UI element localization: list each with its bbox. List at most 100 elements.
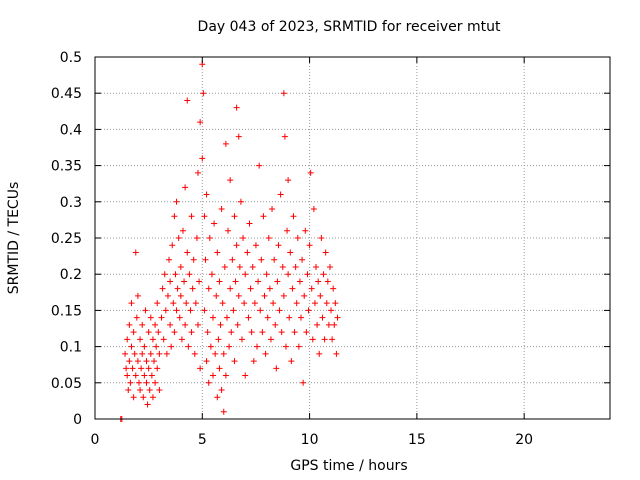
data-point xyxy=(305,307,312,314)
data-point xyxy=(300,379,307,386)
data-point xyxy=(285,177,292,184)
data-point xyxy=(315,278,322,285)
data-point xyxy=(316,350,323,357)
data-point xyxy=(205,379,212,386)
data-point xyxy=(139,350,146,357)
data-point xyxy=(275,242,282,249)
data-point xyxy=(294,235,301,241)
y-tick-label: 0.25 xyxy=(51,231,82,247)
data-point xyxy=(311,300,318,307)
data-point xyxy=(154,365,161,372)
data-point xyxy=(314,321,321,328)
data-point xyxy=(334,314,341,321)
data-point xyxy=(244,249,251,256)
data-point xyxy=(203,191,210,198)
data-point xyxy=(331,321,338,328)
data-point xyxy=(270,300,277,307)
data-point xyxy=(214,394,221,401)
data-point xyxy=(265,235,272,241)
data-point xyxy=(143,379,150,386)
data-point xyxy=(142,307,149,314)
data-point xyxy=(267,336,274,343)
data-point xyxy=(172,271,179,278)
data-point xyxy=(276,307,283,314)
data-point xyxy=(144,401,151,408)
data-point xyxy=(264,314,271,321)
data-point xyxy=(167,321,174,328)
x-tick-label: 10 xyxy=(301,432,319,448)
data-point xyxy=(259,329,266,336)
data-point xyxy=(232,278,239,285)
data-point xyxy=(204,329,211,336)
data-point xyxy=(155,329,162,336)
data-point xyxy=(222,140,229,147)
data-point xyxy=(217,321,224,328)
data-point xyxy=(208,271,215,278)
data-point xyxy=(323,300,330,307)
data-point xyxy=(320,271,327,278)
data-point xyxy=(262,350,269,357)
data-point xyxy=(153,343,160,350)
data-point xyxy=(174,285,181,292)
data-point xyxy=(183,300,190,307)
data-point xyxy=(166,256,173,263)
data-point xyxy=(333,350,340,357)
data-point xyxy=(229,256,236,263)
data-point xyxy=(184,249,191,256)
y-tick-label: 0.2 xyxy=(60,267,82,283)
data-point xyxy=(197,119,204,126)
data-point xyxy=(222,372,229,379)
data-point xyxy=(202,256,209,263)
data-point xyxy=(289,285,296,292)
plot-frame xyxy=(94,56,611,420)
data-point xyxy=(250,358,257,365)
data-point xyxy=(176,314,183,321)
data-point xyxy=(330,285,337,292)
data-point xyxy=(277,191,284,198)
data-point xyxy=(317,292,324,299)
x-tick-label: 5 xyxy=(198,432,207,448)
data-point xyxy=(186,271,193,278)
data-point xyxy=(228,329,235,336)
data-point xyxy=(303,329,310,336)
data-points xyxy=(117,61,341,422)
y-tick-label: 0.1 xyxy=(60,340,82,356)
data-point xyxy=(173,198,180,205)
data-point xyxy=(308,285,315,292)
data-point xyxy=(182,321,189,328)
x-tick-label: 20 xyxy=(515,432,533,448)
data-point xyxy=(286,314,293,321)
data-point xyxy=(309,336,316,343)
data-point xyxy=(231,358,238,365)
data-point xyxy=(205,285,212,292)
data-point xyxy=(255,278,262,285)
data-point xyxy=(236,263,243,270)
data-point xyxy=(231,213,238,220)
data-point xyxy=(256,162,263,169)
data-point xyxy=(128,343,135,350)
data-point xyxy=(145,365,152,372)
data-point xyxy=(220,350,227,357)
data-point xyxy=(234,321,241,328)
data-point xyxy=(191,350,198,357)
data-point xyxy=(187,307,194,314)
data-point xyxy=(245,314,252,321)
data-point xyxy=(326,263,333,270)
data-point xyxy=(184,97,191,104)
data-point xyxy=(278,329,285,336)
data-point xyxy=(260,213,267,220)
y-tick-label: 0.35 xyxy=(51,159,82,175)
data-point xyxy=(319,314,326,321)
y-tick-label: 0 xyxy=(73,412,82,428)
data-point xyxy=(306,242,313,249)
data-point xyxy=(188,213,195,220)
data-point xyxy=(192,300,199,307)
y-tick-label: 0.3 xyxy=(60,195,82,211)
data-point xyxy=(241,300,248,307)
data-point xyxy=(287,249,294,256)
data-point xyxy=(210,314,217,321)
data-point xyxy=(143,358,150,365)
data-point xyxy=(126,321,133,328)
data-point xyxy=(313,263,320,270)
